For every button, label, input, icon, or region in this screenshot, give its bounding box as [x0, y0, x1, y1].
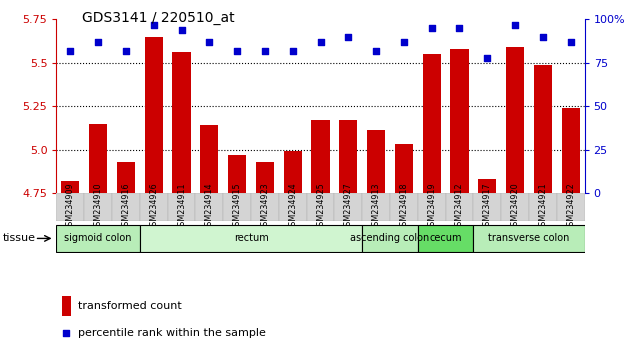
Point	[288, 48, 298, 53]
Bar	[279, 193, 306, 221]
Text: sigmoid colon: sigmoid colon	[64, 233, 132, 244]
Bar	[395, 144, 413, 193]
Bar	[474, 225, 585, 252]
Point	[399, 39, 409, 45]
Text: GSM234923: GSM234923	[260, 183, 269, 232]
Text: GSM234925: GSM234925	[316, 183, 325, 232]
Text: GSM234913: GSM234913	[372, 183, 381, 232]
Bar	[256, 162, 274, 193]
Text: percentile rank within the sample: percentile rank within the sample	[78, 328, 265, 338]
Point	[371, 48, 381, 53]
Text: GSM234911: GSM234911	[177, 183, 186, 232]
Bar	[478, 179, 496, 193]
Point	[65, 48, 76, 53]
Bar	[362, 193, 390, 221]
Bar	[362, 225, 418, 252]
Text: GSM234909: GSM234909	[66, 183, 75, 232]
Text: GSM234922: GSM234922	[566, 183, 575, 232]
Text: GSM234918: GSM234918	[399, 183, 408, 232]
Bar	[62, 181, 79, 193]
Bar	[390, 193, 418, 221]
Text: GSM234921: GSM234921	[538, 183, 547, 232]
Bar	[445, 193, 474, 221]
Bar	[501, 193, 529, 221]
Point	[510, 22, 520, 28]
Bar	[140, 225, 362, 252]
Bar	[56, 193, 84, 221]
Point	[93, 39, 103, 45]
Bar	[339, 120, 357, 193]
Bar	[529, 193, 557, 221]
Text: rectum: rectum	[233, 233, 269, 244]
Text: GSM234917: GSM234917	[483, 183, 492, 232]
Bar	[167, 193, 196, 221]
Text: GSM234919: GSM234919	[427, 183, 436, 232]
Bar	[506, 47, 524, 193]
Bar	[422, 54, 441, 193]
Point	[121, 48, 131, 53]
Text: GSM234927: GSM234927	[344, 183, 353, 232]
Point	[454, 25, 465, 31]
Bar	[140, 193, 167, 221]
Text: GSM234915: GSM234915	[233, 183, 242, 232]
Bar	[117, 162, 135, 193]
Text: transverse colon: transverse colon	[488, 233, 570, 244]
Text: tissue: tissue	[3, 233, 36, 244]
Bar	[562, 108, 579, 193]
Point	[426, 25, 437, 31]
Bar	[84, 193, 112, 221]
Bar	[335, 193, 362, 221]
Point	[565, 39, 576, 45]
Text: GDS3141 / 220510_at: GDS3141 / 220510_at	[82, 11, 235, 25]
Bar	[112, 193, 140, 221]
Bar	[312, 120, 329, 193]
Text: GSM234912: GSM234912	[455, 183, 464, 232]
Bar	[451, 49, 469, 193]
Point	[62, 331, 72, 336]
Bar	[145, 37, 163, 193]
Bar	[418, 225, 474, 252]
Point	[343, 34, 353, 40]
Bar	[62, 296, 71, 316]
Bar	[306, 193, 335, 221]
Text: GSM234910: GSM234910	[94, 183, 103, 232]
Text: transformed count: transformed count	[78, 301, 181, 311]
Text: cecum: cecum	[429, 233, 462, 244]
Point	[232, 48, 242, 53]
Point	[315, 39, 326, 45]
Bar	[557, 193, 585, 221]
Bar	[534, 64, 552, 193]
Point	[538, 34, 548, 40]
Text: GSM234924: GSM234924	[288, 183, 297, 232]
Point	[204, 39, 215, 45]
Bar	[367, 131, 385, 193]
Text: GSM234920: GSM234920	[511, 183, 520, 232]
Bar	[196, 193, 223, 221]
Text: GSM234926: GSM234926	[149, 183, 158, 232]
Point	[176, 27, 187, 33]
Text: GSM234916: GSM234916	[121, 183, 130, 232]
Bar	[56, 225, 140, 252]
Bar	[474, 193, 501, 221]
Bar	[284, 151, 302, 193]
Bar	[172, 52, 190, 193]
Text: GSM234914: GSM234914	[205, 183, 214, 232]
Bar	[89, 124, 107, 193]
Point	[482, 55, 492, 61]
Bar	[251, 193, 279, 221]
Bar	[418, 193, 445, 221]
Bar	[223, 193, 251, 221]
Point	[149, 22, 159, 28]
Text: ascending colon: ascending colon	[351, 233, 429, 244]
Bar	[228, 155, 246, 193]
Point	[260, 48, 270, 53]
Bar	[200, 125, 219, 193]
